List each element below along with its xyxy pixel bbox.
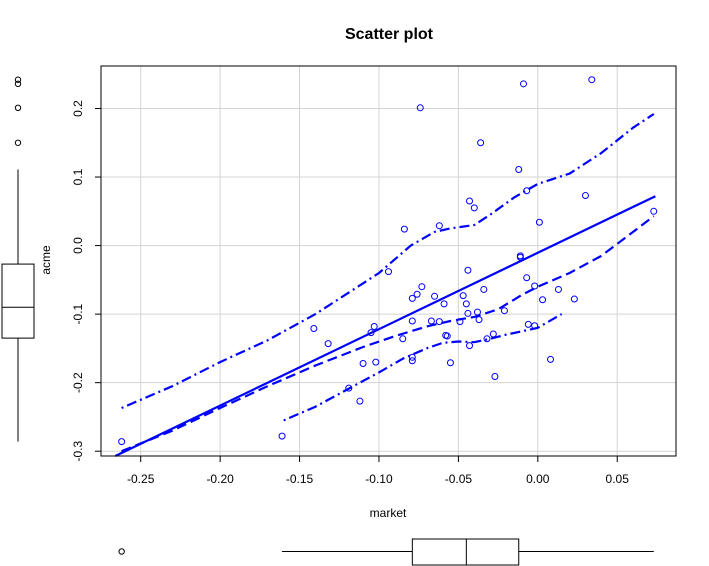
x-tick-label: 0.00 (526, 472, 550, 486)
data-point (443, 332, 451, 340)
data-point (480, 285, 488, 293)
x-tick-label: -0.25 (127, 472, 155, 486)
x-box-outlier (118, 548, 125, 555)
data-point (385, 268, 392, 276)
data-point (464, 309, 472, 317)
data-point (400, 225, 408, 233)
data-point (588, 76, 596, 84)
data-point (367, 329, 375, 337)
data-point (570, 295, 578, 303)
chart-title: Scatter plot (345, 26, 434, 43)
data-point (491, 372, 499, 380)
data-point (539, 296, 547, 304)
data-point (531, 282, 539, 290)
regression-line (114, 195, 656, 457)
y-tick-label: 0.0 (71, 237, 85, 254)
data-point (523, 187, 531, 195)
smooth-line (121, 215, 655, 453)
data-point (427, 317, 435, 325)
data-point (446, 359, 454, 367)
data-point (650, 207, 658, 215)
data-point (524, 320, 532, 328)
data-point (356, 397, 364, 405)
data-point (500, 307, 508, 315)
data-point (515, 165, 523, 173)
data-point (466, 342, 474, 350)
data-point (581, 192, 589, 200)
data-point (456, 318, 464, 326)
y-box-outlier (14, 76, 22, 83)
data-point (516, 253, 524, 261)
data-point (520, 80, 528, 88)
y-box-iqr (1, 263, 35, 339)
data-point (462, 300, 470, 308)
x-tick-label: -0.10 (365, 472, 393, 486)
x-tick-label: -0.15 (286, 472, 314, 486)
x-axis-label: market (370, 506, 407, 520)
data-point (523, 274, 531, 282)
data-point (466, 197, 474, 205)
lower-band (283, 313, 563, 422)
data-point (372, 358, 380, 366)
data-point (435, 222, 443, 230)
data-point (278, 432, 286, 440)
data-point (345, 384, 353, 392)
data-point (370, 322, 378, 330)
y-tick-label: -0.3 (71, 441, 85, 462)
data-point (324, 340, 332, 348)
data-point (418, 283, 426, 291)
plot-frame (100, 65, 677, 457)
x-axis: -0.25 -0.20 -0.15 -0.10 -0.05 0.00 0.05 (127, 455, 630, 486)
grid-lines (101, 66, 676, 456)
data-point (399, 335, 407, 343)
data-point (531, 322, 539, 330)
data-point (408, 294, 416, 302)
y-box-outlier (14, 104, 22, 112)
data-point (435, 318, 443, 326)
y-box-outlier (14, 80, 22, 88)
data-points (118, 76, 658, 446)
data-point (416, 104, 424, 112)
upper-band (121, 113, 655, 410)
y-tick-label: 0.2 (71, 100, 85, 117)
data-point (475, 316, 483, 324)
data-point (118, 438, 126, 446)
x-box-iqr (411, 538, 520, 566)
data-point (554, 285, 562, 293)
data-point (440, 300, 448, 308)
y-boxplot (1, 76, 35, 442)
data-point (489, 330, 497, 338)
data-point (547, 355, 555, 363)
data-point (408, 353, 416, 361)
y-axis-label: acme (39, 245, 53, 275)
y-tick-label: 0.1 (71, 168, 85, 185)
data-point (535, 218, 543, 226)
series-lines (114, 113, 656, 457)
data-point (431, 292, 439, 300)
data-point (408, 357, 416, 365)
data-point (473, 308, 481, 316)
data-point (408, 317, 416, 325)
y-axis: -0.3 -0.2 -0.1 0.0 0.1 0.2 (71, 100, 102, 462)
data-point (310, 325, 318, 333)
data-point (477, 139, 485, 147)
x-tick-label: -0.05 (445, 472, 473, 486)
y-tick-label: -0.1 (71, 303, 85, 324)
x-tick-label: -0.20 (206, 472, 234, 486)
data-point (470, 204, 478, 212)
x-tick-label: 0.05 (606, 472, 630, 486)
x-boxplot (118, 538, 654, 566)
data-point (459, 292, 467, 300)
y-box-outlier (14, 139, 22, 146)
data-point (413, 290, 421, 298)
data-point (464, 266, 472, 274)
data-point (483, 335, 491, 343)
data-point (359, 359, 367, 367)
y-tick-label: -0.2 (71, 372, 85, 393)
